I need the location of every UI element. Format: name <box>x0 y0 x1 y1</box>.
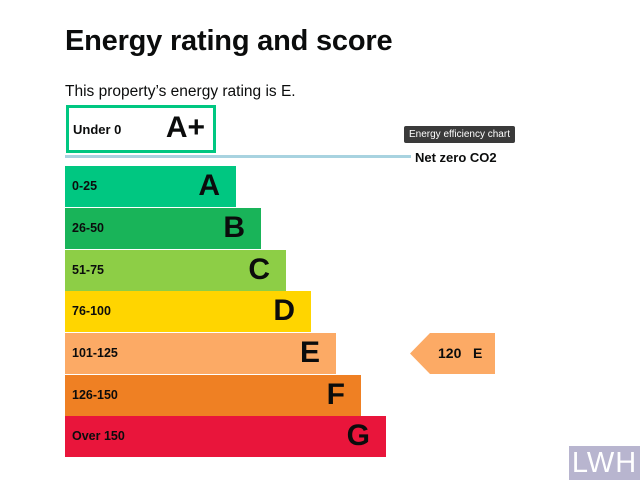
band-c: 51-75 C <box>65 250 286 291</box>
band-a: 0-25 A <box>65 166 236 207</box>
band-d-range: 76-100 <box>72 304 111 318</box>
band-e-range: 101-125 <box>72 346 118 360</box>
band-a-plus-range: Under 0 <box>73 122 122 137</box>
net-zero-label: Net zero CO2 <box>415 150 497 165</box>
band-d: 76-100 D <box>65 291 311 332</box>
band-b-letter: B <box>223 211 245 244</box>
current-rating-score: 120 <box>438 345 462 361</box>
band-e: 101-125 E <box>65 333 336 374</box>
band-a-letter: A <box>198 169 220 202</box>
band-g-letter: G <box>346 419 370 452</box>
band-a-range: 0-25 <box>72 179 98 193</box>
current-rating-letter: E <box>473 345 483 361</box>
current-rating-arrow-shape <box>410 333 495 374</box>
band-c-range: 51-75 <box>72 263 104 277</box>
band-f: 126-150 F <box>65 375 361 416</box>
chart-tooltip: Energy efficiency chart <box>404 126 515 143</box>
band-g: Over 150 G <box>65 416 386 457</box>
net-zero-line <box>65 155 411 158</box>
page-title: Energy rating and score <box>65 25 393 58</box>
band-a-plus: Under 0 A+ <box>66 105 216 153</box>
band-d-letter: D <box>273 294 295 327</box>
current-rating-arrow: 120 E <box>410 333 495 374</box>
band-b: 26-50 B <box>65 208 261 249</box>
band-a-plus-letter: A+ <box>165 111 205 144</box>
band-e-letter: E <box>299 336 320 369</box>
band-b-range: 26-50 <box>72 221 104 235</box>
band-f-letter: F <box>326 378 345 411</box>
lwh-logo: LWH <box>569 446 640 480</box>
band-g-range: Over 150 <box>72 429 125 443</box>
energy-rating-intro: This property’s energy rating is E. <box>65 82 296 100</box>
band-c-letter: C <box>248 253 270 286</box>
band-f-range: 126-150 <box>72 388 118 402</box>
